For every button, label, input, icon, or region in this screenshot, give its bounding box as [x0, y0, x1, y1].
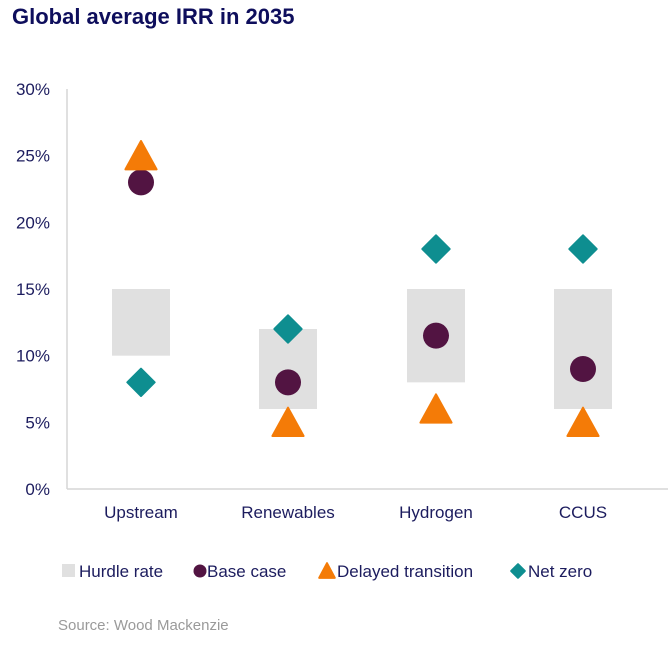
y-tick-label: 10%	[16, 347, 50, 366]
legend: Hurdle rate Base case Delayed transition Ne…	[62, 562, 592, 581]
diamond-marker	[273, 314, 303, 344]
circle-marker	[128, 169, 154, 196]
y-tick-label: 0%	[25, 480, 50, 499]
x-tick-label: CCUS	[559, 503, 607, 522]
y-tick-label: 30%	[16, 80, 50, 99]
triangle-marker	[271, 406, 305, 437]
legend-label: Net zero	[528, 562, 592, 581]
circle-marker	[423, 322, 449, 349]
circle-marker	[275, 369, 301, 396]
triangle-marker	[419, 393, 453, 424]
legend-hurdle-swatch	[62, 564, 75, 577]
y-tick-label: 5%	[25, 413, 50, 432]
hurdle-rate-boxes	[112, 289, 612, 409]
legend-label: Delayed transition	[337, 562, 473, 581]
x-tick-label: Hydrogen	[399, 503, 473, 522]
y-axis: 0% 5% 10% 15% 20% 25% 30%	[16, 80, 68, 499]
triangle-marker	[124, 140, 158, 171]
source-note: Source: Wood Mackenzie	[58, 617, 229, 634]
chart-title: Global average IRR in 2035	[12, 4, 295, 29]
legend-label: Hurdle rate	[79, 562, 163, 581]
y-tick-label: 20%	[16, 213, 50, 232]
x-tick-label: Upstream	[104, 503, 178, 522]
diamond-marker	[568, 234, 598, 264]
legend-label: Base case	[207, 562, 286, 581]
x-tick-label: Renewables	[241, 503, 335, 522]
circle-marker	[570, 356, 596, 382]
series-markers	[124, 140, 600, 437]
hurdle-rate-box	[554, 289, 612, 409]
legend-diamond-swatch	[510, 563, 526, 579]
y-tick-label: 25%	[16, 147, 50, 166]
diamond-marker	[421, 234, 451, 264]
x-axis: Upstream Renewables Hydrogen CCUS	[67, 488, 668, 522]
legend-triangle-swatch	[318, 562, 336, 579]
chart-svg: 0% 5% 10% 15% 20% 25% 30% Upstream Renewables Hy…	[16, 80, 668, 581]
hurdle-rate-box	[112, 289, 170, 356]
diamond-marker	[126, 367, 156, 397]
y-tick-label: 15%	[16, 280, 50, 299]
triangle-marker	[566, 406, 600, 437]
legend-circle-swatch	[193, 564, 207, 578]
